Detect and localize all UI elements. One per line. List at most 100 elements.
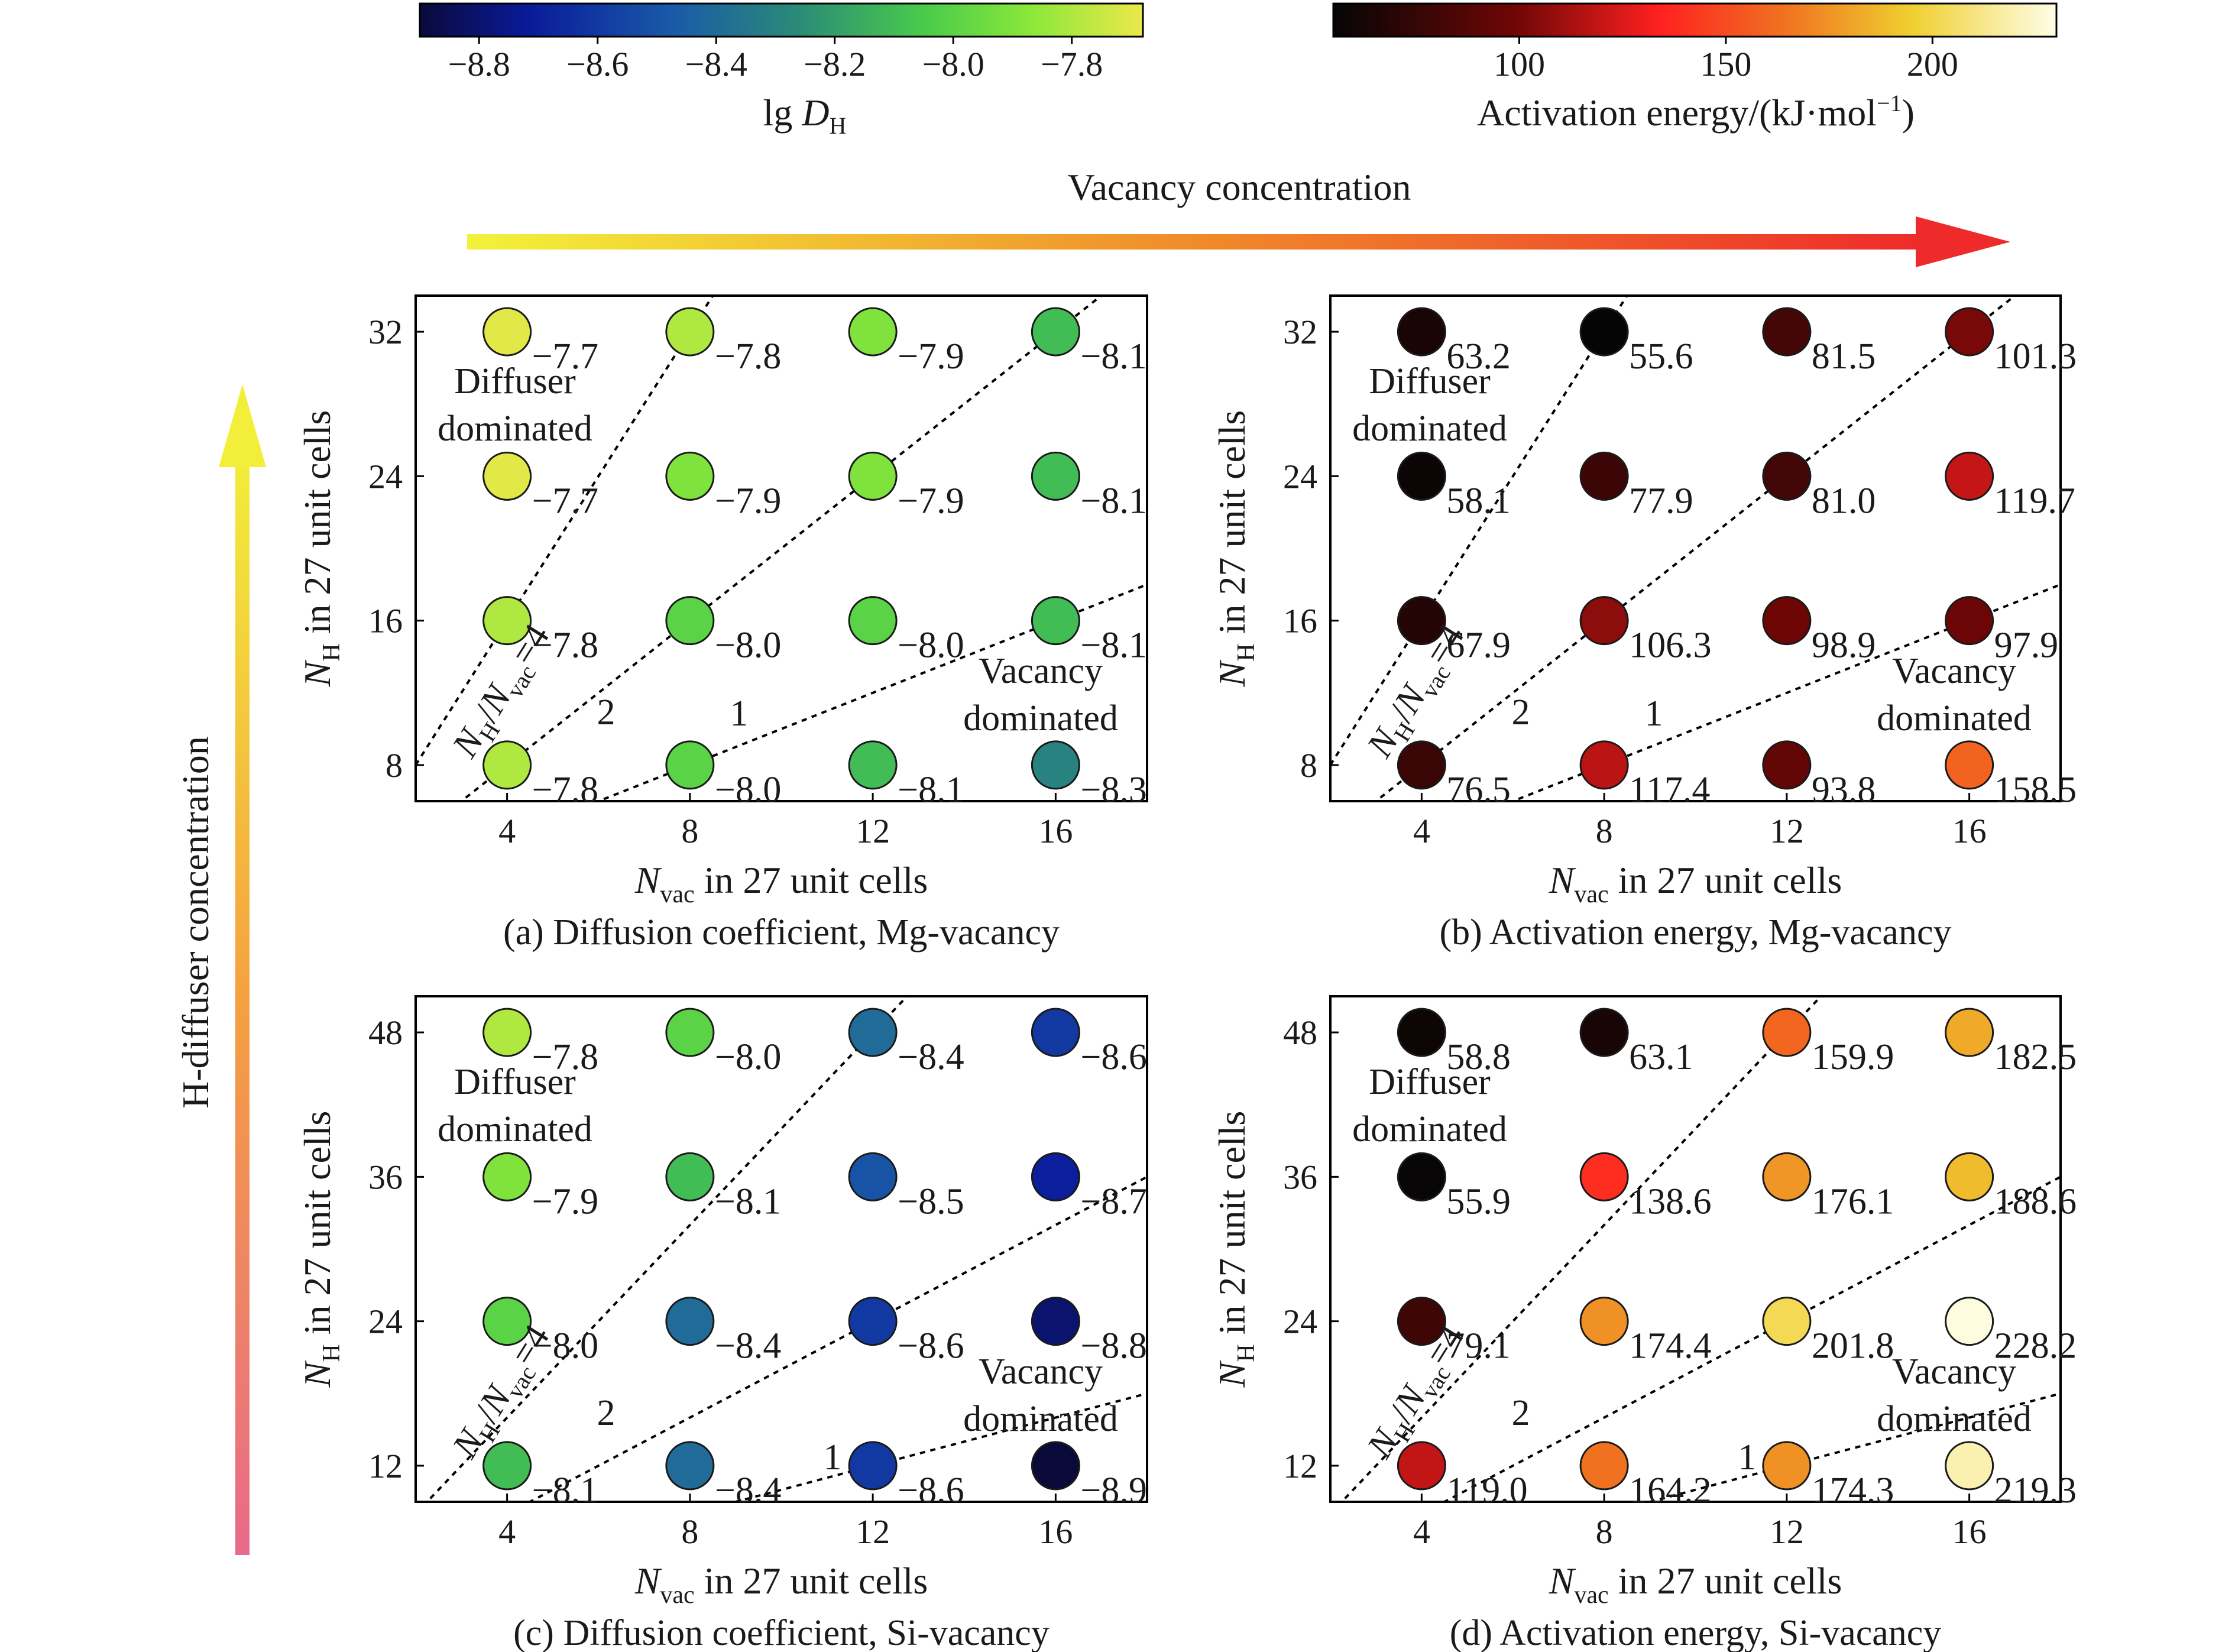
data-label: 219.3 [1994, 1470, 2077, 1511]
vacancy-dominated-label: Vacancy [979, 1352, 1103, 1392]
panel-caption: (d) Activation energy, Si-vacancy [1450, 1613, 1942, 1652]
data-point [1945, 1297, 1994, 1346]
colorbar-energy-tick-label: 100 [1494, 45, 1545, 83]
data-label: 58.8 [1446, 1037, 1511, 1077]
data-label: −8.9 [1080, 1470, 1146, 1511]
vacancy-dominated-label: Vacancy [979, 651, 1103, 691]
colorbar-diffusion-tick-label: −8.6 [566, 45, 629, 83]
data-label: −8.5 [898, 1181, 964, 1222]
data-point [1945, 1152, 1994, 1201]
data-point [482, 451, 532, 501]
colorbar-diffusion: −8.8 −8.6 −8.4 −8.2 −8.0 −7.8 lg DH [419, 2, 1144, 139]
data-point [1579, 596, 1629, 646]
data-label: −8.0 [715, 626, 781, 666]
plot-frame [414, 294, 1148, 802]
h-diffuser-arrow-label: H-diffuser concentration [174, 736, 216, 1109]
data-point [665, 596, 715, 646]
colorbar-energy-label: Activation energy/(kJ·mol−1) [1477, 90, 1915, 134]
data-point [1397, 1152, 1446, 1201]
data-label: 77.9 [1629, 481, 1693, 521]
data-point [848, 740, 898, 790]
ratio-line-label: 1 [1738, 1437, 1757, 1478]
ratio-line-4 [416, 296, 714, 766]
x-tick-label: 4 [498, 812, 516, 850]
data-label: −8.1 [532, 1470, 598, 1511]
data-point [1945, 1441, 1994, 1491]
colorbar-diffusion-label: lg DH [763, 92, 847, 139]
colorbar-diffusion-ticks: −8.8 −8.6 −8.4 −8.2 −8.0 −7.8 [448, 37, 1103, 83]
data-point [1945, 1008, 1994, 1057]
data-label: −7.8 [532, 1037, 598, 1077]
diffuser-dominated-label: dominated [1352, 1109, 1507, 1149]
data-label: −8.8 [1080, 1326, 1146, 1366]
x-axis-label: Nvac in 27 unit cells [1549, 859, 1842, 908]
data-point [665, 1008, 715, 1057]
x-tick-label: 12 [1770, 812, 1804, 850]
x-tick-label: 4 [1413, 812, 1430, 850]
colorbar-diffusion-tick-label: −8.0 [922, 45, 984, 83]
data-label: −7.7 [532, 481, 598, 521]
diffuser-dominated-label: Diffuser [454, 361, 576, 401]
x-tick-label: 12 [856, 1512, 890, 1551]
data-point [1397, 596, 1446, 646]
data-label: 106.3 [1629, 626, 1712, 666]
data-label: 119.7 [1994, 481, 2075, 521]
colorbar-diffusion-tick-label: −8.4 [685, 45, 747, 83]
colorbar-diffusion-bar [419, 2, 1144, 38]
data-point [1762, 596, 1812, 646]
x-tick-label: 16 [1952, 812, 1987, 850]
data-point [482, 596, 532, 646]
data-point [1762, 740, 1812, 790]
data-label: 63.1 [1629, 1037, 1693, 1077]
y-tick-label: 36 [1283, 1158, 1317, 1196]
data-point [482, 1008, 532, 1057]
data-point [1397, 1008, 1446, 1057]
vacancy-dominated-label: Vacancy [1892, 1352, 2016, 1392]
data-label: −8.4 [715, 1470, 781, 1511]
plot-frame [414, 995, 1148, 1503]
data-point [1031, 596, 1080, 646]
ratio-lines [1330, 296, 2061, 801]
colorbar-energy-bar [1332, 2, 2058, 38]
data-label: −8.3 [1080, 770, 1146, 810]
plot-frame [1329, 995, 2062, 1503]
x-tick-label: 16 [1038, 1512, 1073, 1551]
data-point [848, 1152, 898, 1201]
y-tick-label: 36 [368, 1158, 403, 1196]
vacancy-arrow-head [1916, 216, 2010, 267]
colorbar-diffusion-tick-label: −8.8 [448, 45, 510, 83]
x-tick-label: 4 [498, 1512, 516, 1551]
data-label: −8.0 [715, 770, 781, 810]
x-tick-label: 8 [1596, 812, 1613, 850]
data-label: −8.1 [1080, 336, 1146, 377]
ratio-line-label: 1 [824, 1437, 842, 1478]
data-point [1945, 307, 1994, 357]
data-label: 138.6 [1629, 1181, 1712, 1222]
y-tick-label: 32 [1283, 313, 1317, 351]
h-diffuser-arrow: H-diffuser concentration [174, 384, 266, 1555]
data-point [1579, 740, 1629, 790]
panel-caption: (c) Diffusion coefficient, Si-vacancy [513, 1613, 1050, 1652]
diffuser-dominated-label: Diffuser [1369, 1062, 1491, 1102]
vacancy-arrow-label: Vacancy concentration [1067, 166, 1411, 208]
data-point [1945, 596, 1994, 646]
data-label: 158.5 [1994, 770, 2077, 810]
data-point [1031, 451, 1080, 501]
y-tick-label: 16 [1283, 602, 1317, 640]
vacancy-dominated-label: dominated [963, 698, 1118, 738]
plot-frame [1329, 294, 2062, 802]
data-point [1945, 451, 1994, 501]
data-point [1579, 1008, 1629, 1057]
data-label: 93.8 [1812, 770, 1876, 810]
ratio-line-4 [1330, 296, 1629, 766]
data-point [665, 307, 715, 357]
data-point [482, 1152, 532, 1201]
data-label: 174.4 [1629, 1326, 1712, 1366]
x-tick-label: 4 [1413, 1512, 1430, 1551]
data-label: 117.4 [1629, 770, 1710, 810]
y-tick-label: 32 [368, 313, 403, 351]
ratio-line-label: 2 [1512, 1393, 1530, 1433]
panel-caption: (b) Activation energy, Mg-vacancy [1440, 912, 1952, 953]
